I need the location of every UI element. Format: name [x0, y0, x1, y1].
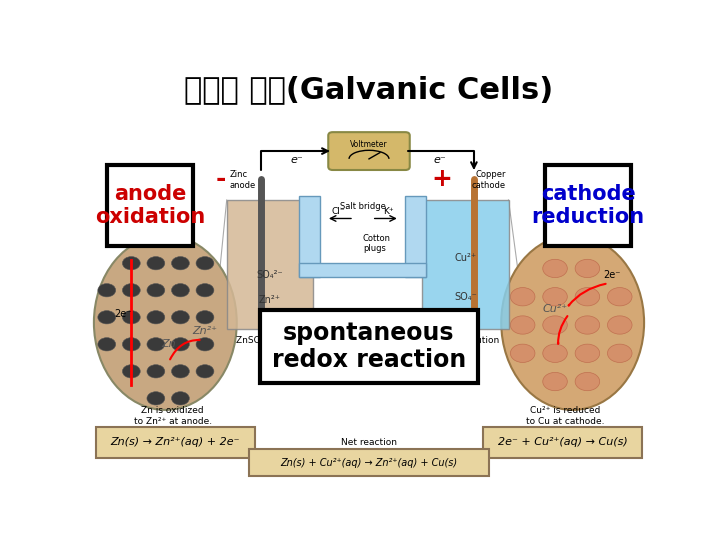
FancyBboxPatch shape [422, 200, 508, 329]
Circle shape [543, 288, 567, 306]
Circle shape [171, 392, 189, 405]
Text: Voltmeter: Voltmeter [350, 140, 388, 149]
Text: Salt bridge: Salt bridge [340, 202, 386, 211]
Circle shape [98, 284, 116, 297]
Circle shape [122, 310, 140, 324]
Circle shape [510, 316, 535, 334]
Circle shape [575, 373, 600, 391]
Circle shape [575, 316, 600, 334]
Circle shape [147, 256, 165, 270]
Circle shape [543, 373, 567, 391]
Text: e⁻: e⁻ [433, 154, 446, 165]
FancyArrowPatch shape [170, 340, 199, 360]
Circle shape [575, 344, 600, 362]
Circle shape [196, 338, 214, 351]
FancyBboxPatch shape [405, 196, 426, 277]
Circle shape [171, 310, 189, 324]
Circle shape [147, 338, 165, 351]
Text: Zn²⁺: Zn²⁺ [192, 326, 217, 336]
Text: Copper
cathode: Copper cathode [472, 170, 505, 190]
Circle shape [608, 344, 632, 362]
Circle shape [608, 288, 632, 306]
FancyBboxPatch shape [300, 196, 320, 277]
FancyBboxPatch shape [96, 427, 255, 458]
Circle shape [510, 344, 535, 362]
FancyBboxPatch shape [300, 262, 426, 277]
Text: SO₄⁻: SO₄⁻ [454, 292, 477, 302]
Text: -: - [216, 167, 226, 191]
Text: Zn is oxidized
to Zn²⁺ at anode.: Zn is oxidized to Zn²⁺ at anode. [133, 407, 212, 426]
Circle shape [122, 338, 140, 351]
FancyBboxPatch shape [260, 310, 478, 383]
Circle shape [196, 284, 214, 297]
FancyBboxPatch shape [328, 132, 410, 170]
Circle shape [510, 288, 535, 306]
Text: Zinc
anode: Zinc anode [230, 170, 256, 190]
Text: Cl⁻: Cl⁻ [332, 207, 345, 216]
Ellipse shape [94, 235, 237, 410]
Circle shape [147, 364, 165, 378]
Circle shape [171, 338, 189, 351]
Circle shape [122, 284, 140, 297]
Text: Cu²⁺ is reduced
to Cu at cathode.: Cu²⁺ is reduced to Cu at cathode. [526, 407, 605, 426]
FancyBboxPatch shape [249, 449, 489, 476]
Circle shape [171, 256, 189, 270]
Circle shape [171, 364, 189, 378]
Text: 2e⁻: 2e⁻ [114, 309, 131, 319]
Circle shape [543, 316, 567, 334]
Text: Zn(s) + Cu²⁺(aq) → Zn²⁺(aq) + Cu(s): Zn(s) + Cu²⁺(aq) → Zn²⁺(aq) + Cu(s) [280, 458, 458, 468]
Circle shape [196, 310, 214, 324]
Text: Net reaction: Net reaction [341, 438, 397, 447]
Circle shape [196, 256, 214, 270]
Text: 2e⁻ + Cu²⁺(aq) → Cu(s): 2e⁻ + Cu²⁺(aq) → Cu(s) [498, 437, 628, 447]
Circle shape [171, 284, 189, 297]
Circle shape [543, 344, 567, 362]
Circle shape [98, 338, 116, 351]
Text: Zn²⁺: Zn²⁺ [259, 295, 281, 306]
Circle shape [147, 392, 165, 405]
Text: cathode
reduction: cathode reduction [531, 184, 644, 227]
Ellipse shape [501, 235, 644, 410]
FancyBboxPatch shape [483, 427, 642, 458]
Circle shape [608, 316, 632, 334]
Text: 2e⁻: 2e⁻ [603, 269, 621, 280]
Text: SO₄²⁻: SO₄²⁻ [256, 269, 283, 280]
FancyBboxPatch shape [545, 165, 631, 246]
FancyArrowPatch shape [558, 316, 567, 343]
Circle shape [122, 256, 140, 270]
Text: Cu²⁺: Cu²⁺ [542, 305, 567, 314]
Circle shape [147, 310, 165, 324]
Circle shape [575, 288, 600, 306]
Text: ZnSO₄ solution: ZnSO₄ solution [236, 336, 304, 345]
Circle shape [575, 259, 600, 278]
Text: Cu²⁺: Cu²⁺ [454, 253, 477, 263]
Text: +: + [431, 167, 452, 191]
Text: CuSO₄ solution: CuSO₄ solution [431, 336, 499, 345]
Circle shape [543, 259, 567, 278]
FancyBboxPatch shape [227, 200, 313, 329]
Text: spontaneous
redox reaction: spontaneous redox reaction [272, 321, 466, 373]
FancyArrowPatch shape [569, 284, 606, 306]
Circle shape [147, 284, 165, 297]
Text: K⁺: K⁺ [384, 207, 394, 216]
Circle shape [122, 364, 140, 378]
FancyBboxPatch shape [107, 165, 193, 246]
Circle shape [196, 364, 214, 378]
Text: Cotton
plugs: Cotton plugs [363, 234, 391, 253]
Text: 갈바니 전지(Galvanic Cells): 갈바니 전지(Galvanic Cells) [184, 75, 554, 104]
Text: e⁻: e⁻ [291, 154, 303, 165]
Text: anode
oxidation: anode oxidation [95, 184, 205, 227]
Text: Zn(s) → Zn²⁺(aq) + 2e⁻: Zn(s) → Zn²⁺(aq) + 2e⁻ [110, 437, 240, 447]
Circle shape [98, 310, 116, 324]
Text: Zn: Zn [161, 340, 176, 349]
